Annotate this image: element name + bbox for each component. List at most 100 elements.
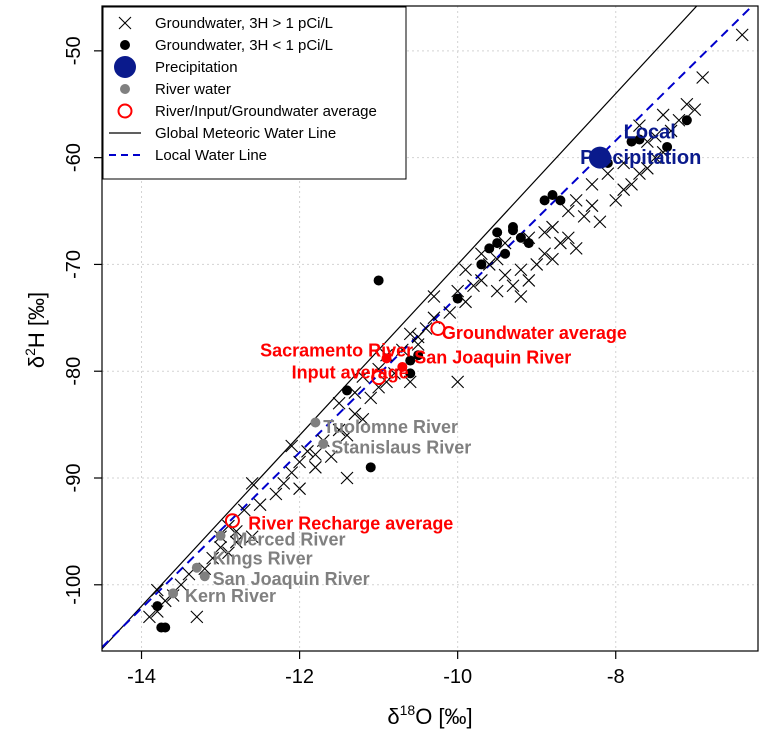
x-tick-label: -12 [285, 666, 314, 688]
data-point-dot [342, 385, 353, 396]
data-point-dot [318, 438, 329, 449]
data-point-dot [662, 141, 673, 152]
data-point-cross [459, 263, 472, 277]
legend-swatch [117, 103, 133, 119]
annotation-label: Sacramento River [260, 340, 413, 360]
data-point-cross [561, 204, 575, 218]
y-tick-label: -70 [63, 250, 85, 279]
data-point-cross [664, 124, 678, 138]
local-water-line [102, 6, 754, 648]
data-point-cross [656, 108, 670, 122]
data-point-dot [626, 136, 637, 147]
data-point-dot [199, 571, 210, 582]
data-point-cross [237, 503, 251, 517]
legend-swatch [120, 40, 130, 50]
data-point-dot [492, 227, 503, 238]
data-point-cross [395, 343, 409, 357]
y-tick-label: -50 [63, 36, 85, 65]
y-axis-title: δ2H [‰] [22, 292, 49, 368]
annotation-label: Tuolomne River [323, 417, 458, 437]
water-lines [102, 6, 754, 650]
data-point-dot [523, 238, 534, 249]
data-point-cross [340, 428, 354, 442]
data-point-dot [476, 259, 487, 270]
data-point-cross [332, 423, 346, 437]
data-point-cross [554, 236, 567, 250]
data-point-cross [427, 290, 441, 303]
data-point-cross [174, 578, 188, 592]
legend-label: Groundwater, 3H > 1 pCi/L [155, 15, 333, 32]
data-point-open-circle [430, 321, 446, 336]
data-point-cross [285, 439, 299, 453]
data-point-dot [405, 355, 416, 366]
legend-label: Precipitation [155, 59, 238, 76]
data-point-dot [547, 190, 558, 201]
data-point-cross [538, 226, 551, 239]
annotation-label: Stanislaus River [331, 437, 471, 457]
annotation-label: Kings River [213, 549, 313, 569]
data-point-cross [206, 551, 220, 565]
data-point-cross [498, 236, 512, 250]
data-point-dot [405, 368, 416, 379]
data-point-cross [340, 471, 354, 485]
data-point-cross [277, 476, 291, 490]
annotation-label: Merced River [232, 529, 345, 549]
data-point-cross [672, 113, 686, 127]
data-point-big-dot [588, 146, 611, 169]
data-point-cross [245, 476, 259, 490]
data-point-cross [403, 375, 417, 389]
data-point-dot [555, 195, 566, 206]
annotation-label: Kern River [185, 586, 276, 606]
axis-ticks: -14 -12 -10 -8 -100 -90 -80 -70 -60 -50 [63, 36, 625, 688]
data-point-dot [484, 243, 495, 254]
data-point-dot [381, 353, 392, 364]
data-point-cross [593, 215, 607, 229]
data-point-cross [451, 375, 465, 389]
annotation-label: Local [624, 121, 676, 143]
y-tick-label: -60 [63, 143, 85, 172]
data-point-dot [152, 601, 163, 612]
x-tick-label: -10 [443, 666, 472, 688]
data-point-cross [688, 103, 702, 116]
legend-swatch [114, 56, 136, 78]
data-point-cross [451, 284, 465, 298]
annotation-label: San Joaquin River [213, 569, 370, 589]
data-point-cross [498, 268, 512, 282]
y-tick-label: -100 [63, 565, 85, 605]
data-point-dot [681, 115, 692, 126]
data-point-cross [490, 284, 504, 298]
data-point-dot [191, 562, 202, 573]
data-point-cross [577, 209, 591, 223]
x-axis-title: δ18O [‰] [387, 702, 472, 729]
global-meteoric-water-line [102, 6, 698, 650]
data-point-cross [380, 375, 393, 389]
data-point-dot [373, 275, 384, 286]
data-point-cross [648, 129, 662, 143]
data-point-cross [143, 610, 156, 624]
data-point-cross [332, 396, 346, 410]
data-point-cross [356, 412, 370, 426]
data-point-cross [293, 455, 306, 469]
legend-swatch [120, 84, 130, 94]
data-points [143, 28, 749, 633]
data-point-cross [625, 177, 638, 191]
annotation-label: Input average [292, 363, 409, 383]
data-point-cross [403, 327, 417, 341]
data-point-cross [585, 177, 599, 191]
data-point-cross [514, 263, 528, 277]
data-point-cross [301, 444, 314, 458]
data-point-cross [222, 546, 235, 560]
annotation-label: Precipitation [580, 147, 701, 169]
data-point-cross [467, 279, 480, 293]
data-point-cross [309, 460, 322, 474]
data-point-dot [492, 238, 503, 249]
data-point-cross [229, 535, 243, 549]
data-point-cross [285, 466, 299, 480]
legend-label: River/Input/Groundwater average [155, 103, 377, 120]
data-point-dot [365, 462, 376, 473]
data-point-dot [452, 293, 463, 304]
x-tick-label: -14 [127, 666, 156, 688]
data-point-cross [214, 541, 227, 554]
data-point-cross [253, 498, 267, 512]
legend-label: River water [155, 81, 231, 98]
